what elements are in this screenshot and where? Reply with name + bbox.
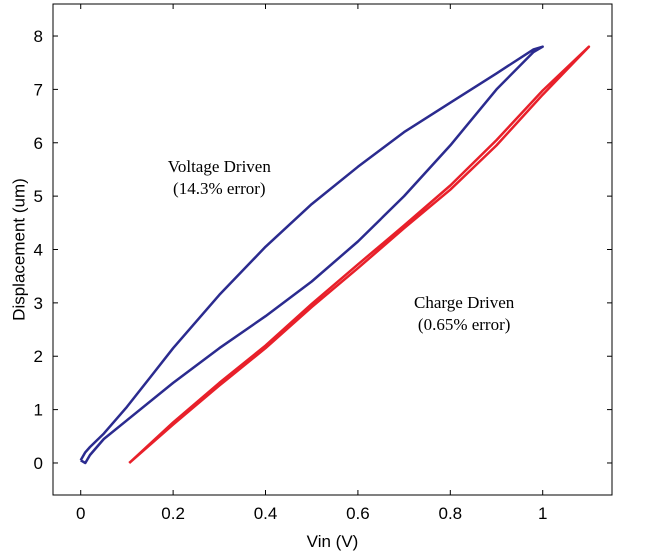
x-axis-label: Vin (V) (307, 532, 359, 551)
y-tick-label: 1 (34, 401, 43, 420)
y-tick-label: 5 (34, 187, 43, 206)
annotation-2: Charge Driven (0.65% error) (414, 293, 515, 334)
y-tick-label: 0 (34, 454, 43, 473)
series-line-1 (79, 45, 544, 465)
series-line-2 (128, 45, 591, 464)
y-tick-label: 2 (34, 347, 43, 366)
annotations: Voltage Driven (14.3% error) Charge Driven… (168, 157, 515, 334)
y-axis: 0 1 2 3 4 5 6 7 8 (34, 27, 612, 473)
x-tick-label: 1 (538, 504, 547, 523)
x-tick-label: 0.8 (438, 504, 462, 523)
y-tick-label: 3 (34, 294, 43, 313)
x-tick-label: 0.6 (346, 504, 370, 523)
y-tick-label: 8 (34, 27, 43, 46)
annotation-1: Voltage Driven (14.3% error) (168, 157, 272, 198)
x-tick-label: 0.4 (254, 504, 278, 523)
plot-area (52, 3, 613, 496)
y-tick-label: 7 (34, 80, 43, 99)
x-tick-label: 0.2 (161, 504, 185, 523)
x-tick-label: 0 (76, 504, 85, 523)
series-layer (79, 45, 591, 465)
y-tick-label: 4 (34, 241, 43, 260)
x-axis: 0 0.2 0.4 0.6 0.8 1 (76, 4, 547, 523)
y-tick-label: 6 (34, 134, 43, 153)
y-axis-label: Displacement (um) (9, 178, 28, 321)
